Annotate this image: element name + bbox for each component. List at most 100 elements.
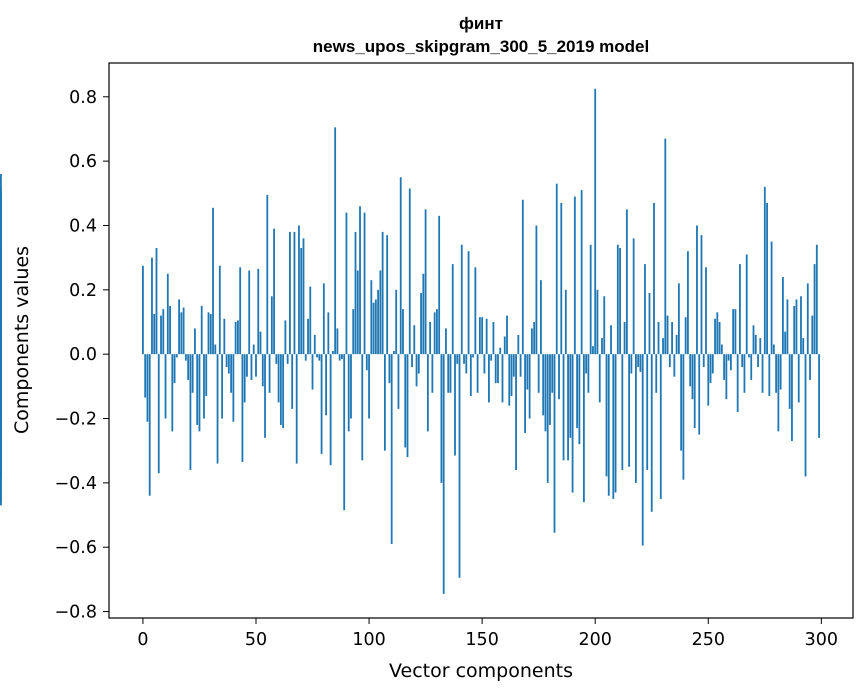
bar-11 [166, 273, 169, 355]
bar-1 [144, 354, 147, 398]
bar-168 [521, 199, 524, 355]
bar-232 [666, 315, 669, 355]
bar-254 [716, 312, 719, 355]
bar-55 [266, 194, 269, 355]
bar-125 [424, 209, 427, 355]
bar-6 [155, 248, 158, 355]
bar-184 [558, 354, 560, 400]
bar-148 [476, 354, 479, 393]
bar-213 [623, 322, 626, 355]
bar-237 [677, 283, 680, 355]
bar-190 [571, 354, 574, 493]
bar-227 [655, 354, 658, 393]
bar-36 [223, 318, 226, 355]
bar-56 [268, 354, 271, 393]
bar-84 [331, 350, 334, 355]
bar-231 [664, 138, 667, 355]
bar-71 [302, 238, 305, 355]
bar-137 [451, 264, 454, 355]
bar-69 [298, 225, 300, 355]
chart-title: финт [459, 14, 503, 33]
bar-40 [232, 354, 235, 422]
bar-250 [707, 354, 710, 406]
bar-230 [662, 338, 664, 355]
bar-154 [490, 354, 493, 361]
bar-292 [802, 338, 805, 355]
bar-267 [745, 254, 748, 355]
bar-57 [270, 296, 273, 355]
bar-156 [494, 354, 497, 384]
bar-299 [818, 354, 820, 438]
bar-46 [246, 354, 248, 377]
bar-282 [779, 354, 782, 390]
bar-27 [203, 354, 205, 419]
bar-189 [569, 354, 572, 438]
x-tick-label: 250 [692, 630, 725, 650]
bar-54 [264, 354, 266, 438]
bar-0 [142, 265, 144, 355]
bar-202 [598, 354, 601, 403]
bar-147 [474, 267, 477, 355]
bar-243 [691, 354, 694, 400]
bar-3 [148, 354, 151, 496]
x-tick-label: 0 [137, 630, 148, 650]
bar-88 [341, 354, 343, 359]
bar-181 [551, 354, 554, 393]
bar-155 [492, 322, 495, 355]
bar-82 [327, 312, 330, 355]
bar-244 [693, 354, 696, 429]
bar-284 [784, 331, 787, 355]
bar-123 [420, 293, 422, 355]
x-tick-label: 50 [245, 630, 267, 650]
bar-38 [227, 354, 230, 374]
bar-5 [153, 313, 156, 355]
bar-52 [259, 331, 262, 355]
bar-185 [560, 202, 563, 355]
bar-66 [291, 354, 294, 409]
bar-132 [440, 354, 443, 483]
bar-221 [641, 354, 644, 546]
bar-210 [616, 244, 619, 355]
bar-62 [282, 354, 285, 429]
bar-285 [786, 299, 789, 355]
bar-121 [415, 354, 418, 387]
bar-102 [372, 302, 375, 355]
bar-166 [517, 334, 520, 355]
bar-206 [607, 354, 610, 496]
bar-65 [289, 231, 291, 355]
x-axis-ticks: 0 50 100 150 200 250 300 [137, 618, 838, 650]
bar-85 [334, 127, 337, 355]
y-tick-label: −0.6 [55, 538, 98, 558]
bar-277 [768, 354, 771, 396]
bar-67 [293, 231, 296, 355]
bar-138 [454, 354, 456, 456]
bar-110 [390, 354, 393, 544]
bar-211 [619, 248, 621, 355]
bar-162 [508, 354, 511, 406]
bar-144 [467, 251, 470, 355]
bar-142 [463, 354, 465, 364]
y-tick-label: 0.0 [69, 345, 97, 365]
bar-153 [488, 354, 490, 403]
bar-263 [736, 354, 739, 413]
bar-92 [350, 354, 352, 419]
bar-91 [347, 354, 350, 432]
bar-124 [422, 273, 425, 355]
bar-268 [748, 354, 750, 358]
bar-223 [646, 354, 649, 470]
bar-129 [433, 312, 436, 355]
bar-75 [311, 354, 314, 390]
bar-12 [169, 305, 171, 355]
bar-260 [729, 354, 732, 371]
bar-149 [478, 317, 481, 355]
bar-208 [612, 354, 615, 499]
bar-182 [553, 354, 556, 533]
bar-298 [815, 244, 818, 355]
bar-105 [379, 270, 382, 355]
bar-219 [637, 354, 640, 368]
bar-195 [582, 354, 585, 503]
bar-252 [711, 354, 714, 374]
bar-239 [682, 354, 685, 480]
x-axis-label: Vector components [389, 660, 573, 682]
bar-214 [625, 209, 628, 355]
